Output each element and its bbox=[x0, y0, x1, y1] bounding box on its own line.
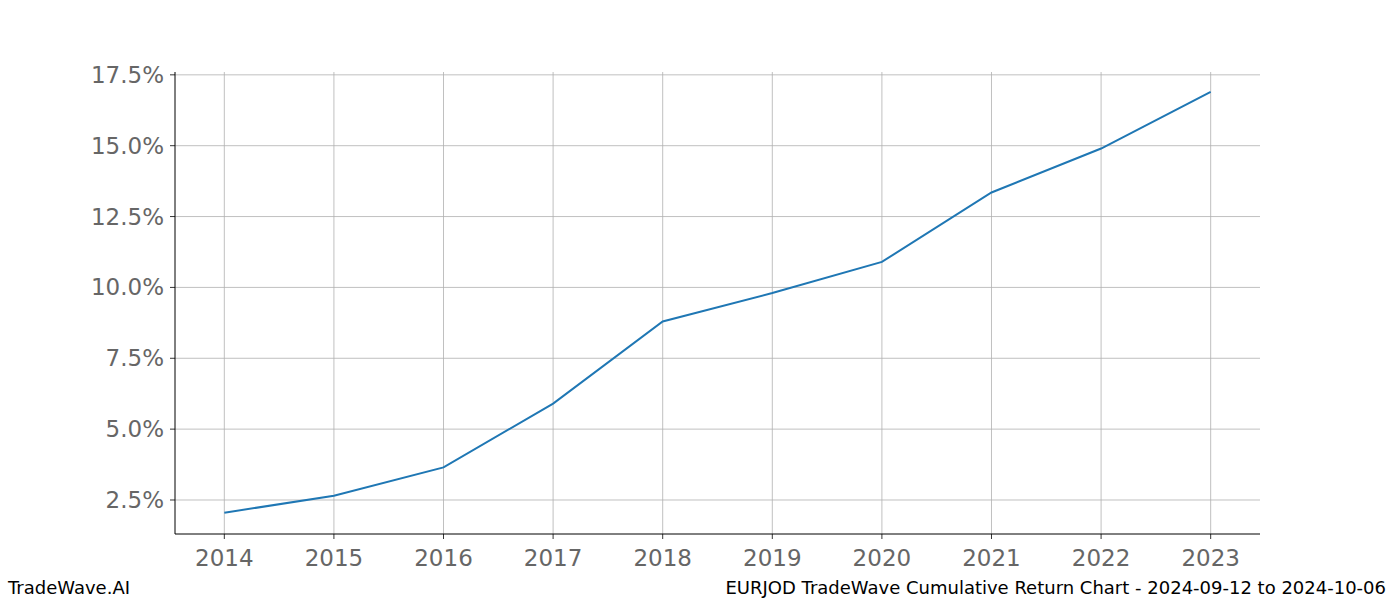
source: TradeWave.AI bbox=[7, 577, 130, 598]
x-tick-label: 2014 bbox=[195, 545, 254, 571]
y-tick-label: 2.5% bbox=[106, 487, 164, 513]
y-tick-label: 7.5% bbox=[106, 345, 164, 371]
y-axis-line bbox=[175, 72, 176, 534]
y-tick-label: 12.5% bbox=[91, 204, 164, 230]
x-grid-line bbox=[224, 72, 225, 534]
x-tick-label: 2022 bbox=[1072, 545, 1131, 571]
x-tick bbox=[333, 534, 334, 539]
x-grid-line bbox=[443, 72, 444, 534]
x-tick-label: 2019 bbox=[743, 545, 802, 571]
data bbox=[224, 92, 1210, 513]
y-tick bbox=[170, 358, 175, 359]
x-grid-line bbox=[333, 72, 334, 534]
y-tick-label: 15.0% bbox=[91, 133, 164, 159]
y-grid-line bbox=[175, 145, 1260, 146]
y-tick bbox=[170, 74, 175, 75]
x-tick-label: 2018 bbox=[633, 545, 692, 571]
x-tick bbox=[1210, 534, 1211, 539]
y-grid-line bbox=[175, 74, 1260, 75]
y-tick-label: 5.0% bbox=[106, 416, 164, 442]
x-tick bbox=[991, 534, 992, 539]
x-tick-label: 2021 bbox=[962, 545, 1021, 571]
y-tick bbox=[170, 429, 175, 430]
y-tick bbox=[170, 499, 175, 500]
y-grid-line bbox=[175, 287, 1260, 288]
x-tick bbox=[881, 534, 882, 539]
x-grid-line bbox=[1210, 72, 1211, 534]
x-axis-line bbox=[175, 534, 1260, 535]
title: EURJOD TradeWave Cumulative Return Chart… bbox=[725, 577, 1386, 598]
x-tick-label: 2016 bbox=[414, 545, 473, 571]
y-grid-line bbox=[175, 429, 1260, 430]
x-tick-label: 2015 bbox=[305, 545, 364, 571]
x-grid-line bbox=[772, 72, 773, 534]
y-tick bbox=[170, 216, 175, 217]
x-grid-line bbox=[1101, 72, 1102, 534]
line bbox=[224, 92, 1210, 513]
x-tick bbox=[443, 534, 444, 539]
y-tick bbox=[170, 145, 175, 146]
axes: 2.5% 5.0% 7.5% 10.0% 12.5% 15.0% 17.5% 2014 2015… bbox=[91, 62, 1260, 571]
x-grid-line bbox=[881, 72, 882, 534]
y-grid-line bbox=[175, 216, 1260, 217]
chart: 2.5% 5.0% 7.5% 10.0% 12.5% 15.0% 17.5% 2014 2015… bbox=[0, 0, 1400, 600]
grid bbox=[175, 72, 1260, 534]
x-tick bbox=[1101, 534, 1102, 539]
x-grid-line bbox=[991, 72, 992, 534]
y-tick-label: 17.5% bbox=[91, 62, 164, 88]
y-grid-line bbox=[175, 499, 1260, 500]
x-tick-label: 2023 bbox=[1181, 545, 1240, 571]
x-grid-line bbox=[553, 72, 554, 534]
x-tick bbox=[553, 534, 554, 539]
x-tick bbox=[772, 534, 773, 539]
x-tick-label: 2017 bbox=[524, 545, 583, 571]
y-grid-line bbox=[175, 358, 1260, 359]
x-tick bbox=[662, 534, 663, 539]
x-tick-label: 2020 bbox=[853, 545, 912, 571]
x-grid-line bbox=[662, 72, 663, 534]
y-tick-label: 10.0% bbox=[91, 274, 164, 300]
x-tick bbox=[224, 534, 225, 539]
y-tick bbox=[170, 287, 175, 288]
